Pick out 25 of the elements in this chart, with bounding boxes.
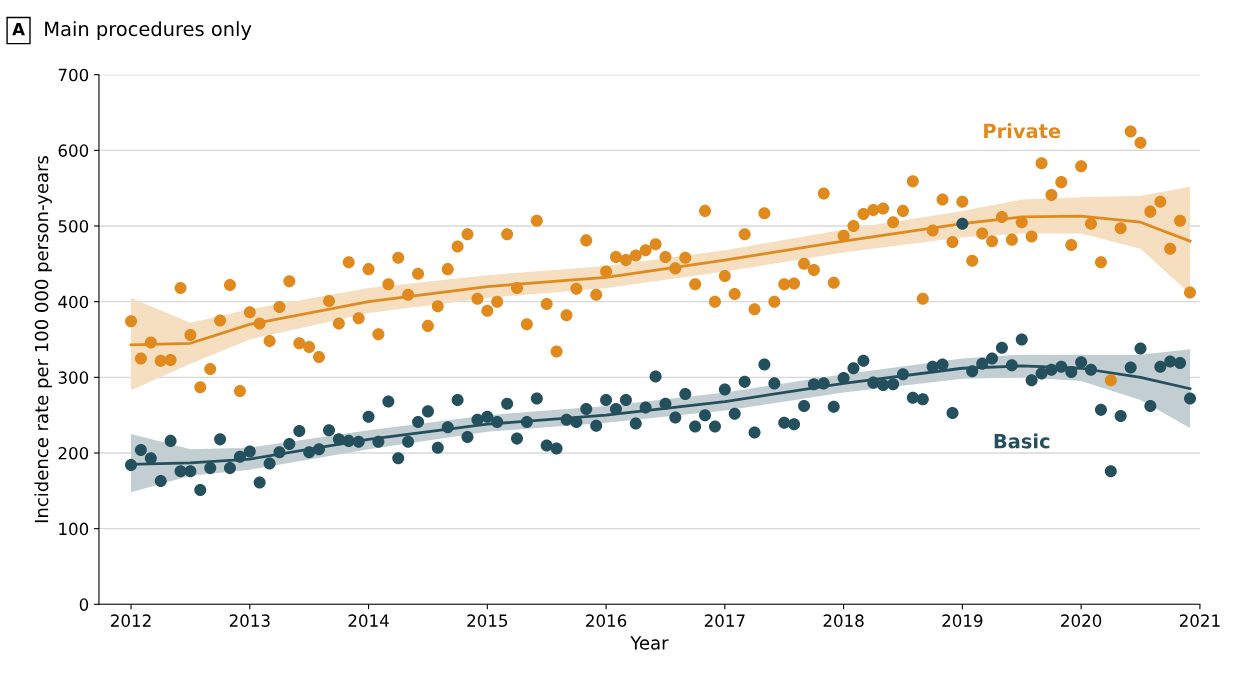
x-tick-label: 2020 bbox=[1061, 614, 1102, 627]
y-tick-label: 100 bbox=[59, 522, 89, 536]
y-tick-label: 500 bbox=[58, 219, 89, 233]
y-tick-label: 400 bbox=[58, 295, 89, 309]
x-tick-label: 2015 bbox=[467, 614, 508, 627]
chart-title: Main procedures only bbox=[45, 21, 252, 40]
text: A bbox=[12, 23, 25, 36]
x-tick-label: 2021 bbox=[1179, 614, 1220, 627]
text: Basic bbox=[994, 433, 1050, 449]
y-tick-label: 300 bbox=[58, 371, 89, 384]
y-tick-label: 200 bbox=[58, 446, 89, 460]
x-tick-label: 2018 bbox=[823, 614, 864, 627]
x-tick-label: 2017 bbox=[704, 614, 745, 627]
line-series bbox=[129, 214, 1192, 347]
y-axis-title: Incidence rate per 100 000 person-years bbox=[34, 155, 52, 523]
x-tick-label: 2016 bbox=[586, 614, 627, 627]
y-tick-label: 600 bbox=[58, 144, 89, 157]
x-tick-label: 2013 bbox=[229, 614, 270, 627]
y-tick-label: 0 bbox=[79, 598, 89, 611]
x-axis-title: Year bbox=[630, 636, 669, 650]
series-label: Private bbox=[984, 123, 1061, 139]
x-tick-label: 2019 bbox=[942, 614, 983, 627]
x-tick-label: 2014 bbox=[348, 614, 389, 627]
y-tick-label: 700 bbox=[58, 68, 89, 82]
x-tick-label: 2012 bbox=[111, 614, 151, 627]
